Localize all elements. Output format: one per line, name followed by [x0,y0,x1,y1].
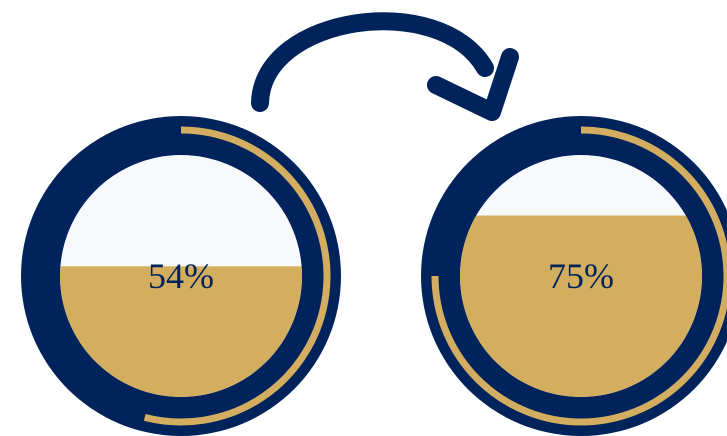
curved-arrow-right-icon [251,12,519,121]
gauge-after: 75% [421,116,727,436]
gauge-before: 54% [21,116,341,436]
gauge-after-progress-arc [431,126,727,426]
gauge-before-percent-label: 54% [148,256,214,296]
gauge-after-percent-label: 75% [548,256,614,296]
gauge-before-progress-arc [143,126,331,426]
